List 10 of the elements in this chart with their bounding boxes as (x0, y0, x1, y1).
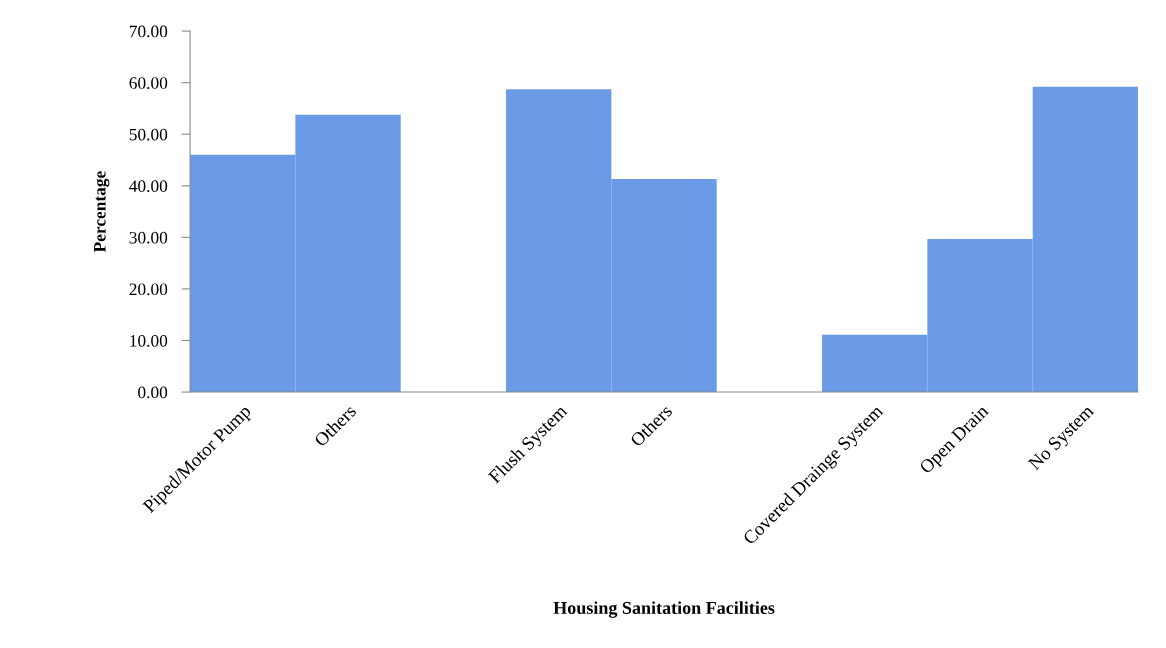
y-tick-label: 40.00 (129, 180, 168, 193)
y-tick-label: 20.00 (129, 283, 168, 296)
y-tick-label: 70.00 (129, 25, 168, 38)
y-tick-label: 50.00 (129, 128, 168, 141)
y-axis-title: Percentage (94, 171, 110, 253)
x-axis-title: Housing Sanitation Facilities (553, 601, 775, 618)
y-tick-label: 60.00 (129, 77, 168, 89)
y-tick-label: 30.00 (129, 231, 168, 244)
y-tick-label: 0.00 (138, 386, 168, 399)
y-tick-label: 10.00 (130, 334, 168, 347)
